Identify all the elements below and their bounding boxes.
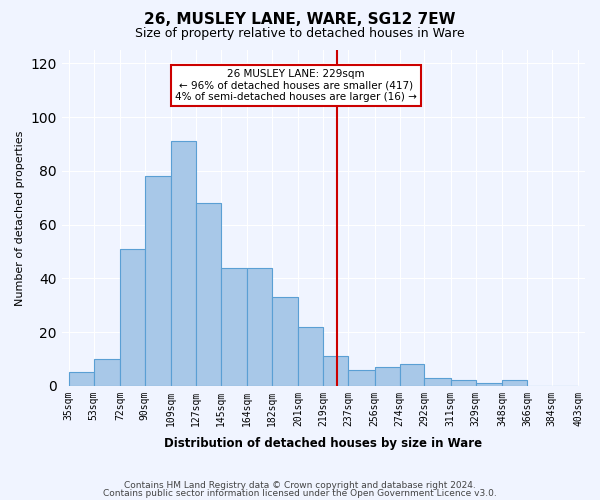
- Bar: [400, 364, 424, 386]
- Bar: [424, 378, 451, 386]
- Bar: [69, 372, 94, 386]
- Bar: [323, 356, 349, 386]
- Bar: [120, 249, 145, 386]
- Bar: [349, 370, 374, 386]
- Text: Size of property relative to detached houses in Ware: Size of property relative to detached ho…: [135, 28, 465, 40]
- Bar: [476, 383, 502, 386]
- Text: Contains public sector information licensed under the Open Government Licence v3: Contains public sector information licen…: [103, 488, 497, 498]
- Text: 26, MUSLEY LANE, WARE, SG12 7EW: 26, MUSLEY LANE, WARE, SG12 7EW: [144, 12, 456, 28]
- Bar: [145, 176, 171, 386]
- Bar: [374, 367, 400, 386]
- Bar: [502, 380, 527, 386]
- Y-axis label: Number of detached properties: Number of detached properties: [15, 130, 25, 306]
- Bar: [221, 268, 247, 386]
- X-axis label: Distribution of detached houses by size in Ware: Distribution of detached houses by size …: [164, 437, 482, 450]
- Bar: [247, 268, 272, 386]
- Bar: [196, 203, 221, 386]
- Bar: [171, 142, 196, 386]
- Bar: [451, 380, 476, 386]
- Text: 26 MUSLEY LANE: 229sqm
← 96% of detached houses are smaller (417)
4% of semi-det: 26 MUSLEY LANE: 229sqm ← 96% of detached…: [175, 69, 416, 102]
- Text: Contains HM Land Registry data © Crown copyright and database right 2024.: Contains HM Land Registry data © Crown c…: [124, 481, 476, 490]
- Bar: [94, 359, 120, 386]
- Bar: [272, 297, 298, 386]
- Bar: [298, 326, 323, 386]
